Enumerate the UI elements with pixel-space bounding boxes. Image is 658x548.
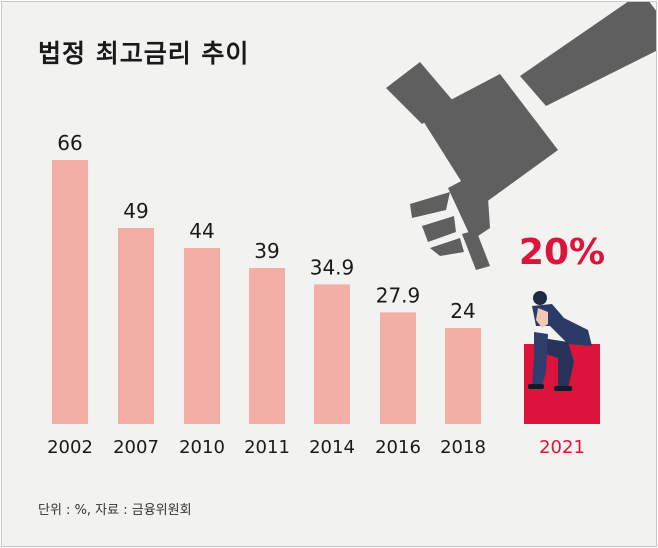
value-label-2010: 44 — [189, 219, 214, 243]
bar-2002 — [52, 160, 88, 424]
category-label-2011: 2011 — [244, 437, 290, 458]
source-note: 단위 : %, 자료 : 금융위원회 — [38, 503, 192, 518]
category-label-2014: 2014 — [309, 437, 355, 458]
bar-2014 — [314, 284, 350, 424]
value-label-2021: 20% — [519, 232, 605, 273]
chart-title: 법정 최고금리 추이 — [38, 39, 250, 68]
value-label-2014: 34.9 — [310, 255, 355, 279]
value-labels-group: 66 49 44 39 34.9 27.9 24 20% — [57, 131, 605, 323]
value-label-2016: 27.9 — [376, 283, 421, 307]
value-label-2002: 66 — [57, 131, 82, 155]
category-label-2002: 2002 — [47, 437, 93, 458]
category-label-2021: 2021 — [539, 437, 585, 458]
value-label-2007: 49 — [123, 199, 148, 223]
category-label-2007: 2007 — [113, 437, 159, 458]
bar-2018 — [445, 328, 481, 424]
category-label-2010: 2010 — [179, 437, 225, 458]
bar-2011 — [249, 268, 285, 424]
bar-2007 — [118, 228, 154, 424]
value-label-2018: 24 — [450, 299, 475, 323]
distressed-person-icon — [528, 291, 592, 391]
value-label-2011: 39 — [254, 239, 279, 263]
category-label-2018: 2018 — [440, 437, 486, 458]
bar-2010 — [184, 248, 220, 424]
category-labels-group: 2002 2007 2010 2011 2014 2016 2018 2021 — [47, 437, 585, 458]
bar-2016 — [380, 312, 416, 424]
gavel-icon — [386, 2, 656, 270]
category-label-2016: 2016 — [375, 437, 421, 458]
